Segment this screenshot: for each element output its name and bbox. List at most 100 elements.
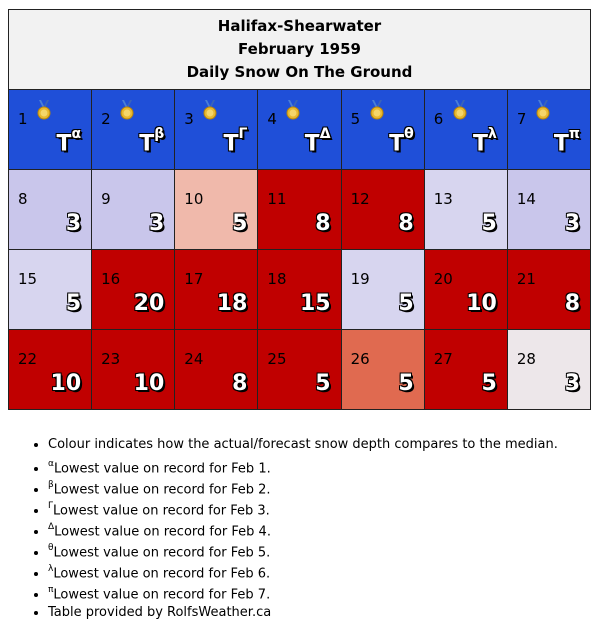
snow-depth-text: 8 <box>315 211 331 236</box>
note-record: θLowest value on record for Feb 5. <box>48 539 558 560</box>
day-cell: 1 Tα <box>7 89 93 170</box>
snow-depth-text: 3 <box>148 211 165 236</box>
day-number: 25 <box>267 350 287 368</box>
snow-depth-value: Tπ <box>553 126 580 156</box>
notes-list: Colour indicates how the actual/forecast… <box>30 434 558 623</box>
day-cell: 24 8 <box>174 329 259 410</box>
snow-depth-value: Tλ <box>472 126 497 156</box>
snow-depth-value: 5 <box>232 211 247 236</box>
snow-depth-value: 8 <box>232 371 247 396</box>
day-number: 14 <box>516 190 536 208</box>
day-number: 8 <box>18 190 28 208</box>
record-marker: λ <box>487 125 497 142</box>
note-record: πLowest value on record for Feb 7. <box>48 581 558 602</box>
week-row: 15 5 16 20 17 18 18 15 19 5 20 10 21 8 <box>7 249 592 330</box>
snow-depth-text: 15 <box>299 291 331 316</box>
snow-depth-text: 3 <box>65 211 82 236</box>
note-sup: Γ <box>48 501 54 511</box>
note-record: αLowest value on record for Feb 1. <box>48 455 558 476</box>
day-cell: 23 10 <box>91 329 176 410</box>
day-cell: 20 10 <box>423 249 508 330</box>
day-cell: 15 5 <box>7 249 93 330</box>
day-cell: 10 5 <box>174 169 259 250</box>
day-number: 13 <box>433 190 453 208</box>
day-cell: 16 20 <box>91 249 176 330</box>
snow-depth-text: 18 <box>216 291 248 316</box>
note-text: Lowest value on record for Feb 2. <box>53 482 271 498</box>
station-title: Halifax-Shearwater <box>217 17 382 35</box>
snow-depth-text: 5 <box>232 211 248 236</box>
snow-depth-text: 8 <box>564 291 580 316</box>
day-number: 22 <box>18 350 38 368</box>
week-row: 8 3 9 3 10 5 11 8 12 8 13 5 14 3 <box>7 169 592 250</box>
note-record: ΔLowest value on record for Feb 4. <box>48 518 558 539</box>
snow-depth-text: 10 <box>133 371 165 396</box>
day-number: 10 <box>184 190 204 208</box>
day-number: 16 <box>101 270 121 288</box>
note-record: ΓLowest value on record for Feb 3. <box>48 497 558 518</box>
snow-depth-text: 10 <box>50 371 82 396</box>
snow-depth-value: Tβ <box>139 126 164 156</box>
snow-depth-value: 8 <box>565 291 580 316</box>
record-marker: Δ <box>319 125 331 142</box>
snow-depth-text: 8 <box>232 371 248 396</box>
medal-icon <box>202 100 218 120</box>
snow-depth-text: T <box>553 131 569 156</box>
day-number: 2 <box>101 110 111 128</box>
note-text: Lowest value on record for Feb 1. <box>53 461 271 477</box>
snow-depth-text: 20 <box>133 291 165 316</box>
note-text: Lowest value on record for Feb 7. <box>53 587 271 603</box>
day-number: 1 <box>18 110 28 128</box>
day-cell: 26 5 <box>340 329 425 410</box>
note-colour: Colour indicates how the actual/forecast… <box>48 434 558 455</box>
day-number: 17 <box>184 270 204 288</box>
day-number: 7 <box>516 110 527 128</box>
snow-depth-value: 10 <box>466 291 497 316</box>
record-marker: π <box>568 125 580 142</box>
medal-icon <box>369 100 385 120</box>
snow-depth-text: T <box>472 131 488 156</box>
calendar-header: Halifax-Shearwater February 1959 Daily S… <box>8 9 591 90</box>
note-record: βLowest value on record for Feb 2. <box>48 476 558 497</box>
snow-depth-text: T <box>389 131 405 156</box>
note-sup: α <box>48 459 54 469</box>
snow-depth-text: 5 <box>481 211 497 236</box>
record-marker: α <box>71 125 82 142</box>
day-number: 23 <box>101 350 121 368</box>
snow-depth-text: 10 <box>466 291 497 316</box>
snow-depth-value: 3 <box>149 211 164 236</box>
snow-depth-value: 20 <box>134 291 165 316</box>
note-text: Lowest value on record for Feb 6. <box>53 566 271 582</box>
snow-depth-value: 5 <box>315 371 330 396</box>
day-cell: 12 8 <box>340 169 425 250</box>
note-record: λLowest value on record for Feb 6. <box>48 560 558 581</box>
day-cell: 4 TΔ <box>257 89 342 170</box>
day-cell: 22 10 <box>7 329 93 410</box>
snow-depth-value: 8 <box>398 211 413 236</box>
snow-depth-value: 18 <box>217 291 248 316</box>
snow-depth-text: T <box>139 131 155 156</box>
note-sup: θ <box>48 543 54 553</box>
snow-depth-value: 5 <box>482 371 497 396</box>
day-number: 5 <box>350 110 361 128</box>
snow-depth-text: 5 <box>398 291 414 316</box>
snow-depth-value: 5 <box>66 291 81 316</box>
snow-depth-value: 10 <box>134 371 165 396</box>
day-number: 6 <box>433 110 444 128</box>
snow-depth-text: 3 <box>564 211 580 236</box>
medal-icon <box>535 100 551 120</box>
note-sup: Δ <box>48 522 55 532</box>
note-credit: Table provided by RolfsWeather.ca <box>48 602 558 623</box>
medal-icon <box>119 100 135 120</box>
snow-depth-value: TΓ <box>223 126 247 156</box>
day-number: 4 <box>267 110 277 128</box>
snow-depth-value: 5 <box>398 291 413 316</box>
week-row: 22 10 23 10 24 8 25 5 26 5 27 5 28 3 <box>7 329 592 410</box>
day-cell: 5 Tθ <box>340 89 425 170</box>
day-cell: 7 Tπ <box>506 89 592 170</box>
day-number: 18 <box>267 270 287 288</box>
snow-depth-value: Tθ <box>389 126 414 156</box>
day-number: 11 <box>267 190 287 208</box>
medal-icon <box>36 100 52 120</box>
